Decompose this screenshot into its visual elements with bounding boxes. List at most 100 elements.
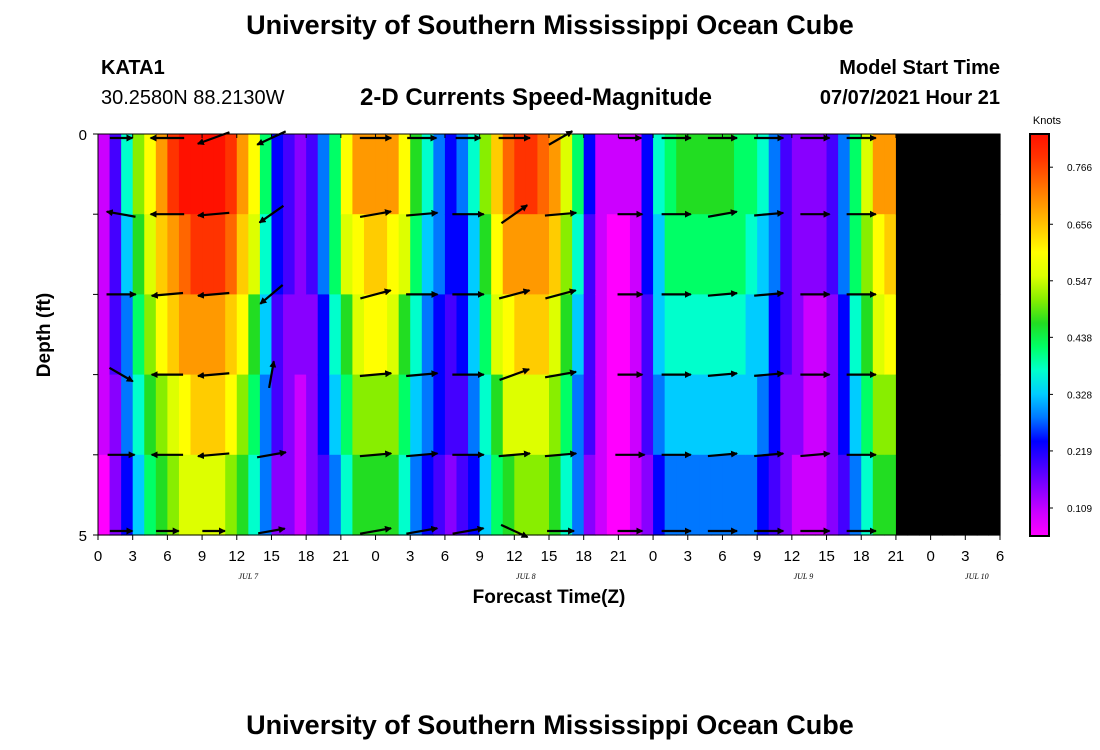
x-tick-label: 9 bbox=[753, 548, 761, 565]
heatmap-cell bbox=[433, 454, 446, 536]
heatmap-cell bbox=[895, 214, 909, 295]
heatmap-cell bbox=[676, 374, 689, 456]
heatmap-cell bbox=[433, 134, 446, 215]
heatmap-cell bbox=[456, 374, 469, 456]
heatmap-cell bbox=[687, 294, 700, 376]
heatmap-cell bbox=[572, 374, 585, 456]
heatmap-cell bbox=[872, 454, 885, 536]
current-vector bbox=[268, 360, 277, 389]
heatmap-cell bbox=[363, 214, 377, 295]
heatmap-cell bbox=[919, 454, 932, 536]
heatmap-cell bbox=[306, 454, 319, 536]
heatmap-cell bbox=[202, 374, 215, 456]
heatmap-cell bbox=[826, 374, 839, 456]
heatmap-cell bbox=[942, 294, 955, 376]
heatmap-cell bbox=[444, 374, 458, 456]
heatmap-cell bbox=[583, 294, 596, 376]
heatmap-cell bbox=[248, 454, 261, 536]
heatmap-cell bbox=[213, 214, 226, 295]
heatmap-cell bbox=[907, 374, 920, 456]
heatmap-cell bbox=[676, 134, 689, 215]
heatmap-cell bbox=[421, 214, 434, 295]
heatmap-cell bbox=[722, 294, 735, 376]
heatmap-cell bbox=[283, 294, 296, 376]
heatmap-cell bbox=[190, 374, 203, 456]
current-vector bbox=[406, 525, 439, 535]
heatmap-cell bbox=[641, 374, 654, 456]
heatmap-cell bbox=[144, 294, 157, 376]
heatmap-cell bbox=[814, 374, 828, 456]
heatmap-cell bbox=[838, 454, 851, 536]
heatmap-cell bbox=[259, 134, 273, 215]
heatmap-cell bbox=[745, 134, 758, 215]
x-tick-label: 6 bbox=[163, 548, 171, 565]
heatmap-cell bbox=[583, 214, 596, 295]
heatmap-cell bbox=[895, 454, 909, 536]
current-vector bbox=[197, 452, 230, 460]
heatmap-cell bbox=[167, 294, 180, 376]
heatmap-cell bbox=[803, 134, 816, 215]
heatmap-cell bbox=[248, 374, 261, 456]
current-vector bbox=[406, 450, 439, 458]
heatmap-cell bbox=[109, 134, 122, 215]
heatmap-cell bbox=[676, 294, 689, 376]
current-vector bbox=[452, 525, 485, 535]
heatmap-cell bbox=[329, 374, 342, 456]
heatmap-cell bbox=[884, 214, 897, 295]
heatmap-cell bbox=[872, 214, 885, 295]
heatmap-cell bbox=[248, 134, 261, 215]
heatmap-cell bbox=[768, 134, 781, 215]
heatmap-cell bbox=[757, 214, 770, 295]
current-vector bbox=[359, 525, 392, 535]
date-label: JUL 7 bbox=[239, 572, 260, 581]
heatmap-cell bbox=[109, 214, 122, 295]
heatmap-cell bbox=[791, 454, 805, 536]
x-tick-label: 21 bbox=[610, 548, 627, 565]
heatmap-cell bbox=[352, 214, 365, 295]
heatmap-cell bbox=[479, 454, 492, 536]
heatmap-cell bbox=[109, 454, 122, 536]
heatmap-cell bbox=[849, 214, 862, 295]
heatmap-cell bbox=[271, 454, 284, 536]
date-label: JUL 8 bbox=[516, 572, 536, 581]
current-vector bbox=[197, 371, 230, 379]
heatmap-cell bbox=[317, 374, 330, 456]
heatmap-cell bbox=[421, 294, 434, 376]
heatmap-cell bbox=[560, 454, 573, 536]
heatmap-cell bbox=[734, 454, 747, 536]
heatmap-cell bbox=[375, 374, 388, 456]
x-tick-label: 9 bbox=[198, 548, 206, 565]
heatmap-cell bbox=[826, 214, 839, 295]
colorbar: Knots 0.766 0.656 0.547 0.438 0.328 0.219 0.10… bbox=[1029, 115, 1092, 537]
heatmap-cell bbox=[641, 214, 654, 295]
heatmap-cell bbox=[629, 374, 643, 456]
heatmap-cell bbox=[722, 454, 735, 536]
heatmap-cell bbox=[491, 134, 504, 215]
heatmap-cell bbox=[502, 374, 515, 456]
heatmap-cell bbox=[410, 214, 423, 295]
heatmap-cell bbox=[907, 214, 920, 295]
heatmap-cell bbox=[572, 214, 585, 295]
heatmap-cell bbox=[734, 294, 747, 376]
heatmap-cell bbox=[861, 454, 874, 536]
heatmap-cell bbox=[132, 134, 145, 215]
heatmap-cell bbox=[676, 214, 689, 295]
heatmap-cell bbox=[919, 294, 932, 376]
x-tick-label: 15 bbox=[263, 548, 280, 565]
heatmap-cell bbox=[294, 214, 307, 295]
heatmap-cell bbox=[803, 214, 816, 295]
heatmap-cell bbox=[942, 374, 955, 456]
heatmap-cell bbox=[606, 374, 619, 456]
heatmap-cell bbox=[352, 374, 365, 456]
heatmap-cell bbox=[491, 454, 504, 536]
heatmap-cell bbox=[121, 134, 134, 215]
x-tick-label: 21 bbox=[333, 548, 350, 565]
heatmap-cell bbox=[178, 374, 192, 456]
station-coordinates: 30.2580N 88.2130W bbox=[101, 87, 285, 109]
heatmap-cell bbox=[965, 454, 978, 536]
heatmap-cell bbox=[132, 294, 145, 376]
heatmap-cell bbox=[271, 134, 284, 215]
heatmap-cell bbox=[572, 134, 585, 215]
heatmap-cell bbox=[699, 374, 712, 456]
x-tick-label: 3 bbox=[684, 548, 692, 565]
